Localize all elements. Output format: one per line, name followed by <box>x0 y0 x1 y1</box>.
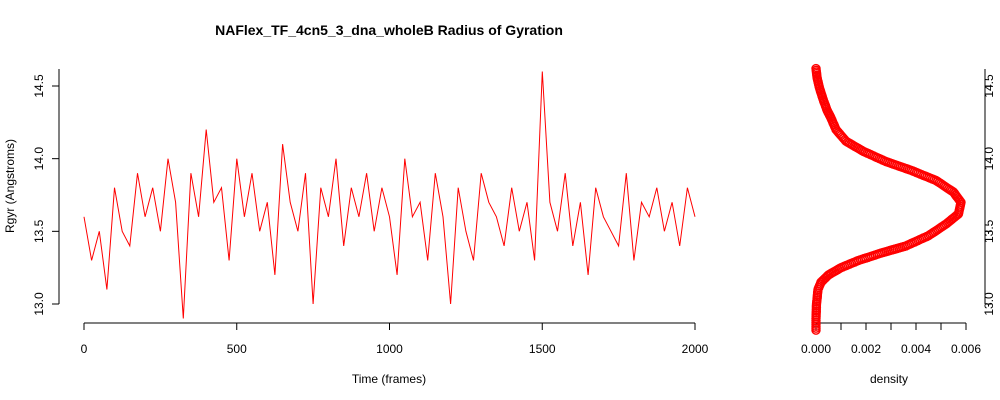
density-x-tick-label: 0.006 <box>951 342 981 356</box>
density-x-tick-label: 0.004 <box>901 342 931 356</box>
main-plot: NAFlex_TF_4cn5_3_dna_wholeB Radius of Gy… <box>3 22 709 386</box>
main-x-tick-label: 0 <box>81 342 88 356</box>
chart-title: NAFlex_TF_4cn5_3_dna_wholeB Radius of Gy… <box>215 22 563 38</box>
density-y-ticks: 13.0 13.5 14.0 14.5 <box>982 74 996 316</box>
density-x-ticks: 0.000 0.002 0.004 0.006 <box>801 323 981 356</box>
main-y-tick-label: 13.0 <box>32 292 46 316</box>
main-x-axis-label: Time (frames) <box>352 372 426 386</box>
main-x-ticks: 0 500 1000 1500 2000 <box>81 323 709 356</box>
density-y-tick-label: 14.0 <box>982 147 996 171</box>
series-line <box>83 71 696 319</box>
density-x-tick-label: 0.002 <box>851 342 881 356</box>
main-x-tick-label: 500 <box>227 342 247 356</box>
main-series-group <box>83 71 696 319</box>
density-x-tick-label: 0.000 <box>801 342 831 356</box>
main-y-tick-label: 14.5 <box>32 74 46 98</box>
main-y-axis-label: Rgyr (Angstroms) <box>3 139 17 233</box>
main-x-tick-label: 1500 <box>529 342 556 356</box>
density-y-tick-label: 13.5 <box>982 219 996 243</box>
density-series-group <box>811 63 966 335</box>
main-y-ticks: 13.0 13.5 14.0 14.5 <box>32 74 59 316</box>
main-y-tick-label: 13.5 <box>32 219 46 243</box>
main-x-tick-label: 2000 <box>682 342 709 356</box>
density-point <box>811 63 821 74</box>
density-plot: density 0.000 0.002 0.004 0.006 13.0 13.5 14.… <box>801 63 996 386</box>
density-y-tick-label: 14.5 <box>982 74 996 98</box>
main-x-tick-label: 1000 <box>376 342 403 356</box>
density-x-axis-label: density <box>870 372 908 386</box>
density-y-tick-label: 13.0 <box>982 292 996 316</box>
main-y-tick-label: 14.0 <box>32 147 46 171</box>
